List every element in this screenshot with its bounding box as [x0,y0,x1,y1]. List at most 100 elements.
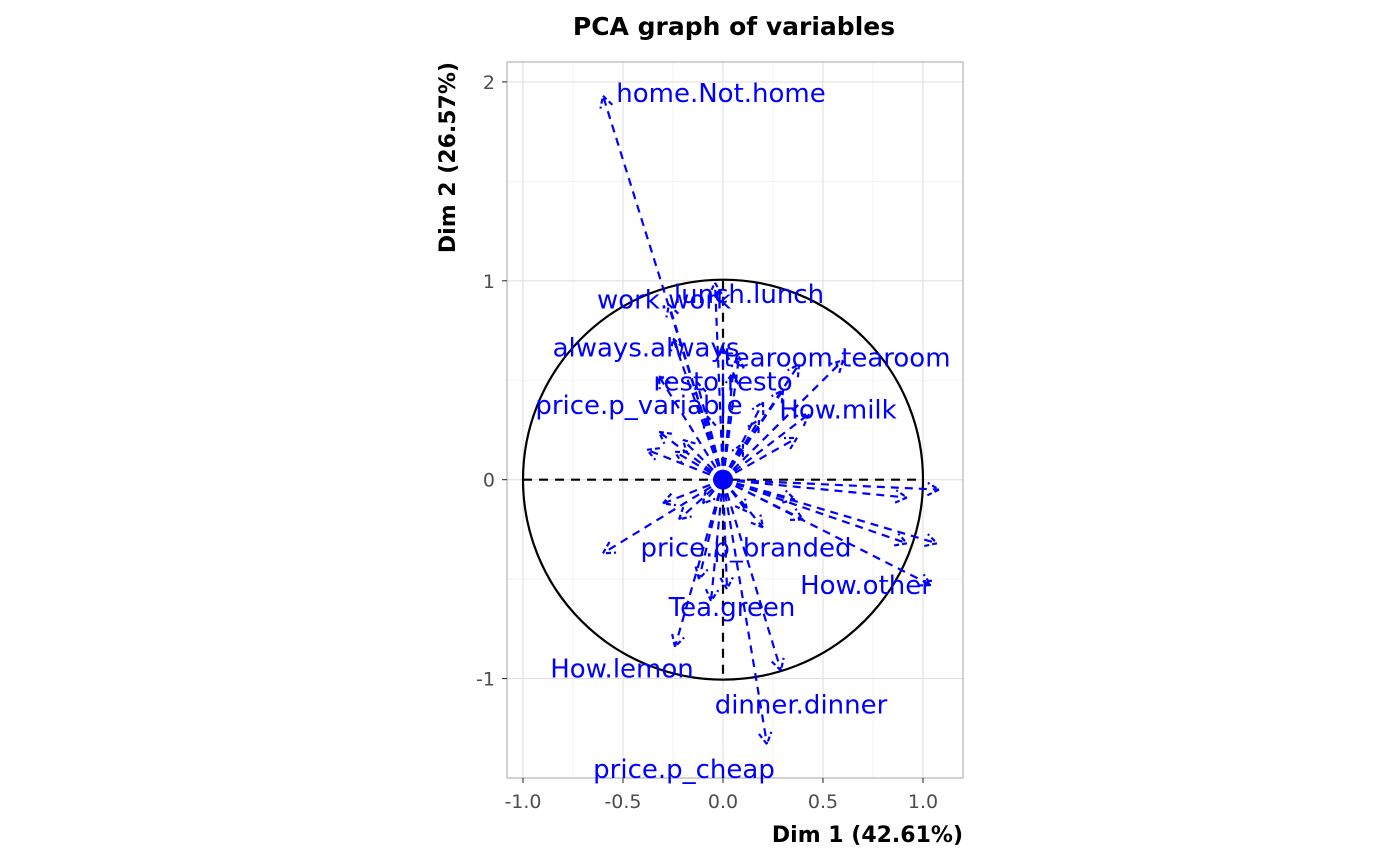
variable-label-how-lemon: How.lemon [550,655,694,685]
arrow-head [730,354,745,369]
chart-title: PCA graph of variables [573,12,895,41]
variable-arrows [599,93,942,747]
variable-arrow-dinner-dinner [721,479,785,673]
arrow-head [665,302,680,318]
y-axis-title: Dim 2 (26.57%) [436,62,461,253]
origin-point [713,469,733,490]
variable-label-tea-green: Tea.green [668,593,796,623]
variable-arrow [657,430,724,481]
arrow-head [657,430,673,445]
x-tick-label: 0.0 [708,791,738,813]
x-axis-title: Dim 1 (42.61%) [772,823,963,848]
arrow-head [917,573,934,587]
arrow-head [599,93,614,109]
variable-arrow [722,478,798,504]
variable-label-price-p-branded: price.p_branded [640,533,851,563]
arrow-head [694,566,709,582]
variable-label-price-p-variable: price.p_variable [535,391,742,421]
arrow-shaft [601,95,725,480]
arrow-head [669,336,684,352]
arrow-head [708,280,723,295]
variable-label-always-always: always.always [553,333,740,363]
arrow-shaft [705,415,725,480]
x-tick-label: -0.5 [604,791,641,813]
arrow-head [677,506,692,521]
arrow-shaft [721,372,735,480]
variable-label-lunch-lunch: lunch.lunch [674,280,824,310]
x-tick-label: 1.0 [908,791,938,813]
arrow-shaft [722,478,764,529]
arrow-shaft [722,359,844,481]
variable-arrow-how-other [722,478,934,587]
variable-arrow-tearoom-tearoom [715,346,731,480]
variable-label-home-not-home: home.Not.home [616,79,826,109]
arrow-shaft [722,363,800,481]
arrow-shaft [646,448,724,481]
arrow-head [750,514,765,530]
variable-arrow-price-p-cheap [721,479,773,747]
arrow-head [657,374,671,390]
y-tick-label: 0 [483,470,495,492]
arrow-head [681,438,696,453]
arrow-head [704,588,720,604]
variable-arrow [722,478,942,497]
y-axis-ticks: -1 0 1 2 [476,72,507,691]
arrow-shaft [722,436,798,481]
arrow-head [924,533,940,548]
arrow-head [787,362,801,378]
variable-label-dinner-dinner: dinner.dinner [715,691,888,721]
y-tick-label: -1 [476,669,495,691]
arrow-head [893,532,910,547]
arrow-shaft [602,478,724,555]
y-tick-label: 1 [483,271,495,293]
variable-arrow [722,362,801,481]
variable-label-how-other: How.other [800,571,932,601]
arrow-shaft [721,479,783,671]
arrow-shaft [721,479,769,745]
variable-arrow-price-p-branded [601,478,724,555]
arrow-head [782,489,798,504]
arrow-head [795,412,811,427]
variable-arrow [722,478,910,504]
arrow-head [770,388,785,404]
variable-arrow-price-p-variable [657,374,724,481]
variable-arrow [702,413,725,480]
y-tick-label: 2 [483,72,495,94]
arrow-shaft [722,478,908,499]
arrow-head [731,441,745,457]
arrow-head [751,400,765,416]
variable-arrow [719,479,734,592]
arrow-shaft [658,431,724,481]
x-axis-ticks: -1.0 -0.5 0.0 0.5 1.0 [504,778,938,813]
arrow-head [715,346,731,361]
arrow-head [783,436,799,450]
correlation-circle [521,278,925,681]
variable-arrow [722,418,761,481]
variable-arrow [722,478,765,530]
arrow-head [830,358,845,374]
arrow-head [734,498,749,514]
variable-label-price-p-cheap: price.p_cheap [593,755,775,785]
arrow-head [644,447,661,461]
variable-arrow [722,436,799,481]
variable-arrow-work-work [665,302,725,480]
arrow-head [673,450,689,464]
arrow-head [671,633,685,649]
variable-label-work-work: work.work [597,286,731,316]
variable-arrow [681,438,724,481]
variable-arrow [644,447,724,481]
variable-arrow-how-lemon [671,479,725,649]
arrow-shaft [722,478,932,587]
arrow-shaft [722,419,760,481]
variable-arrow-resto-resto [721,369,740,480]
arrow-shaft [658,375,724,481]
arrow-shaft [674,450,724,481]
variable-arrow [722,412,811,481]
arrow-head [770,657,785,673]
arrow-head [724,369,740,385]
variable-arrow-always-always [669,336,725,481]
variable-arrow-tea-green [704,479,725,604]
variable-label-how-milk: How.milk [779,395,896,425]
arrow-shaft [709,479,725,602]
arrow-shaft [722,478,938,545]
